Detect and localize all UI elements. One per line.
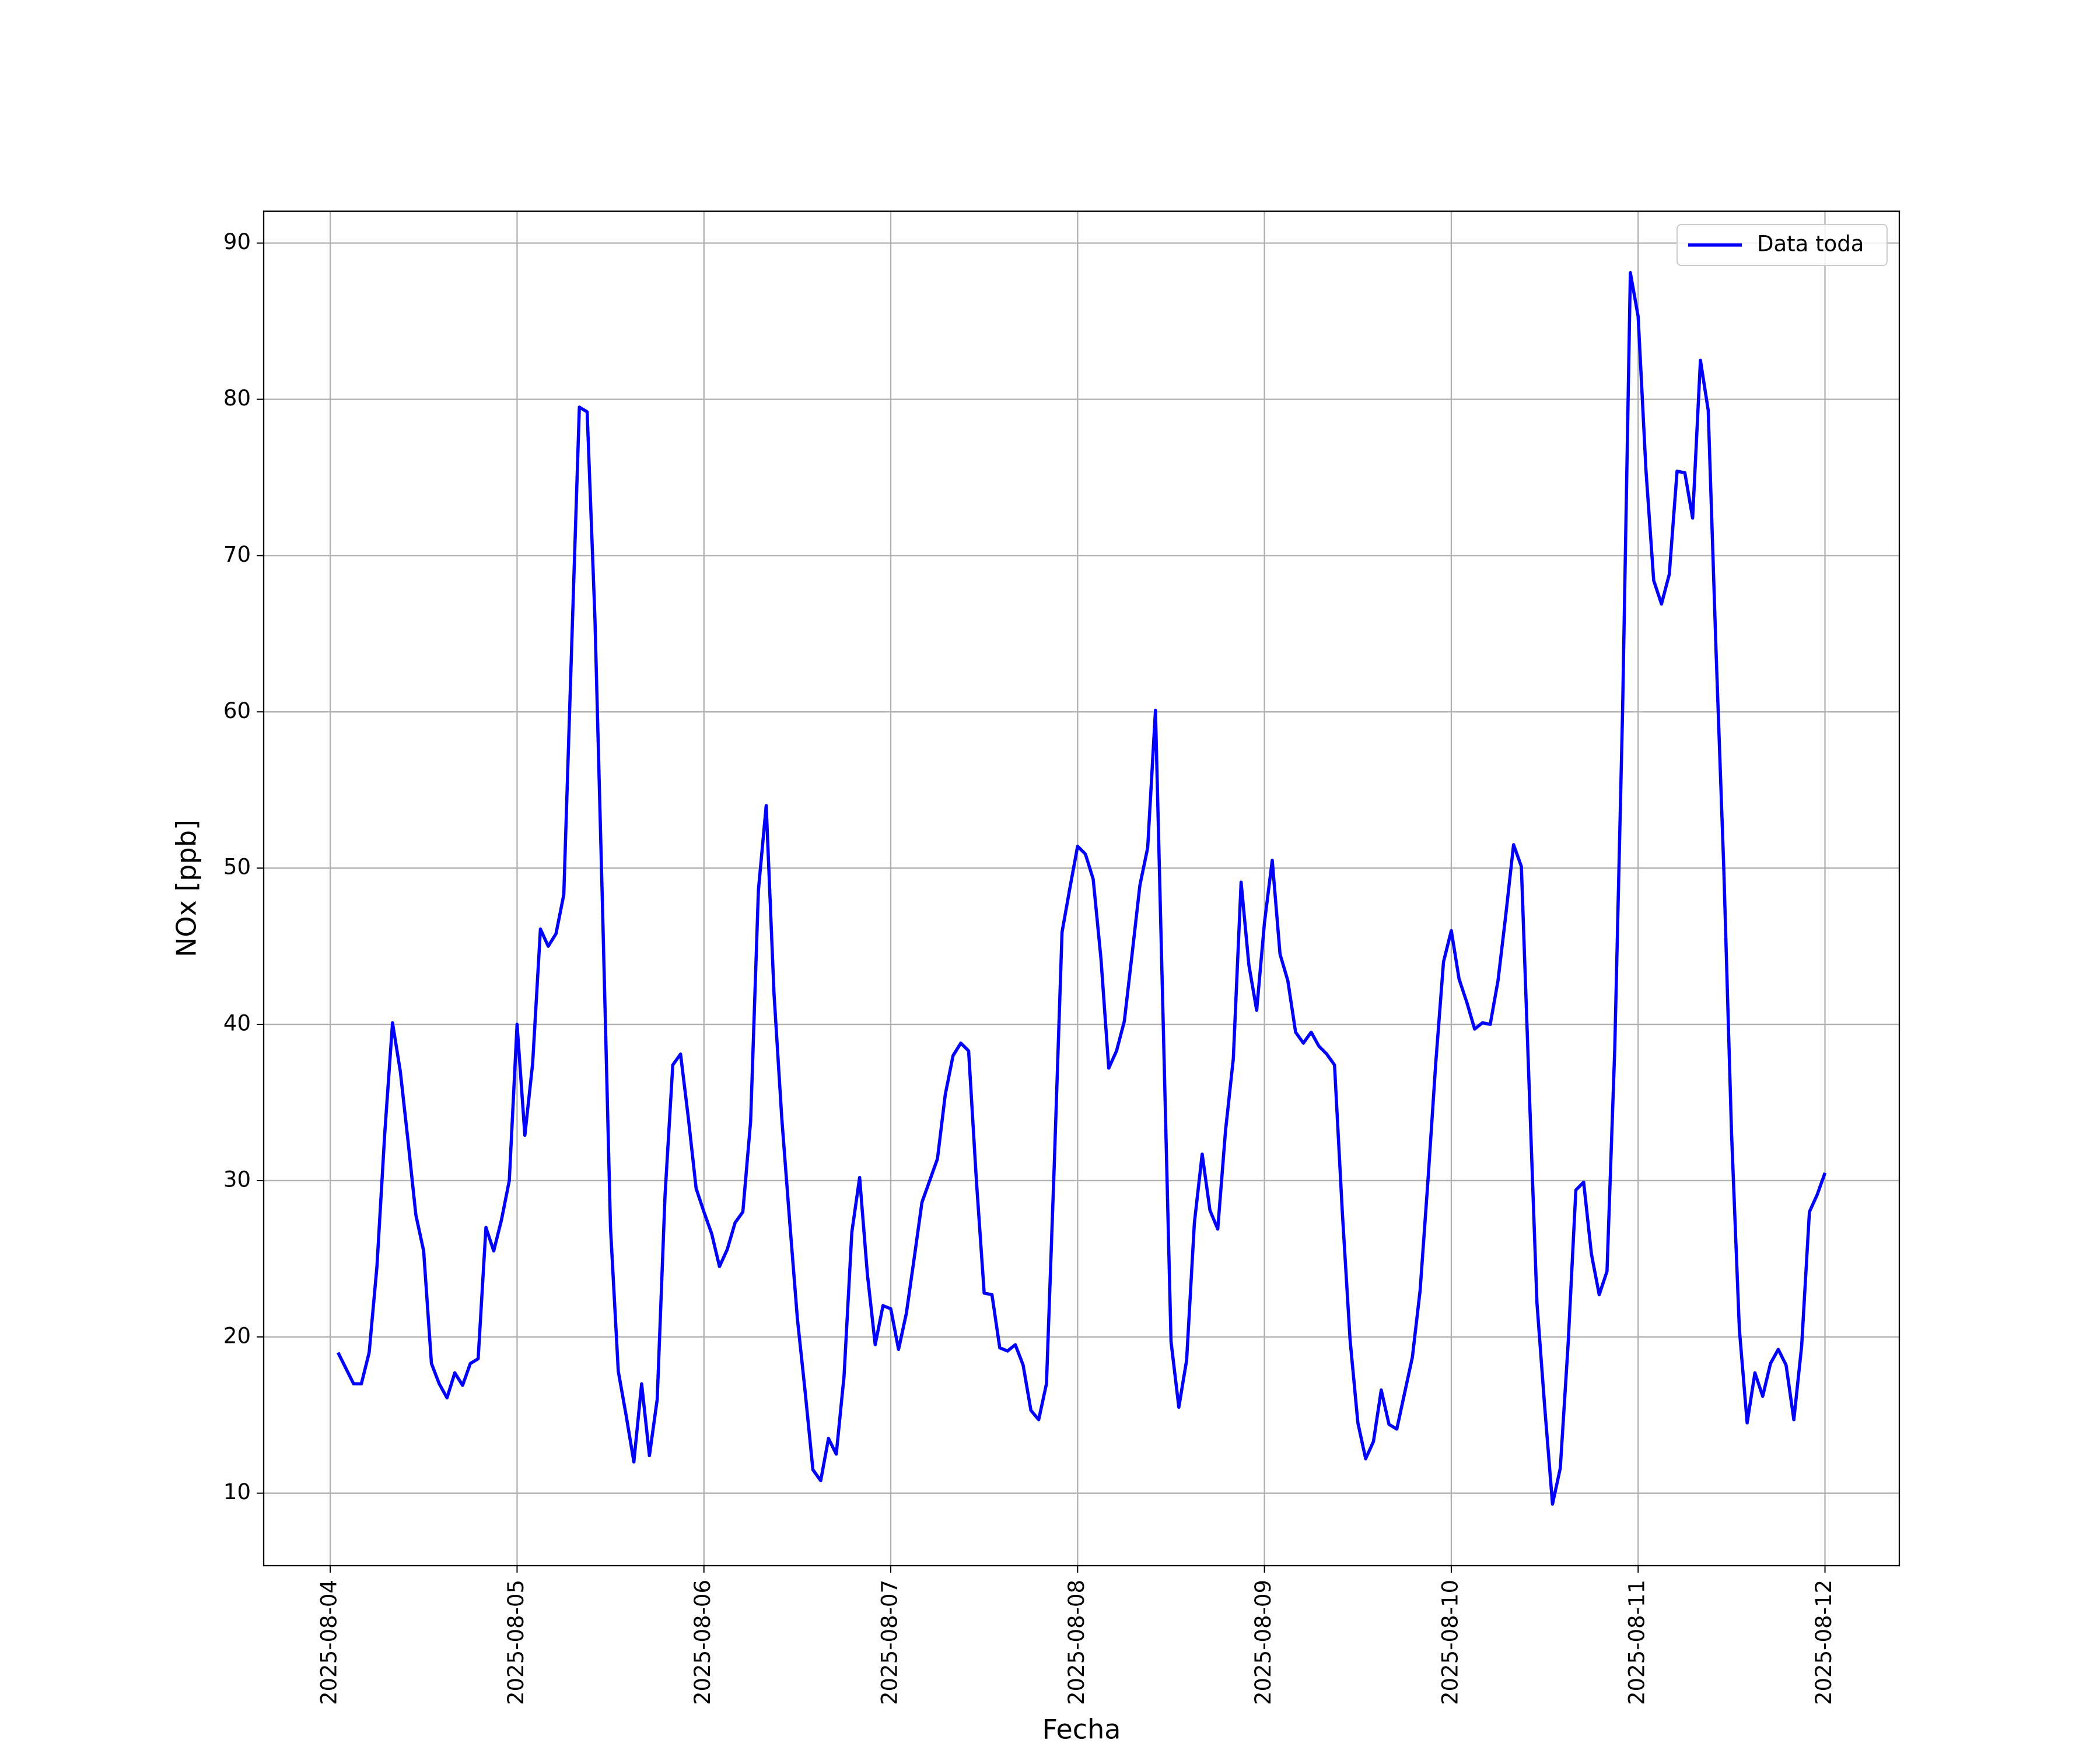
y-tick-label: 60 <box>223 698 251 723</box>
y-tick-label: 30 <box>223 1167 251 1192</box>
x-tick-label: 2025-08-12 <box>1811 1580 1836 1705</box>
x-tick-label: 2025-08-08 <box>1064 1580 1089 1705</box>
y-tick-label: 70 <box>223 542 251 567</box>
y-tick-label: 80 <box>223 386 251 411</box>
y-tick-label: 90 <box>223 229 251 254</box>
y-tick-label: 50 <box>223 855 251 880</box>
x-axis-label: Fecha <box>1042 1714 1121 1745</box>
y-tick-label: 10 <box>223 1479 251 1504</box>
y-tick-label: 40 <box>223 1011 251 1036</box>
legend-box <box>1676 224 1888 266</box>
x-tick-label: 2025-08-09 <box>1251 1580 1276 1705</box>
axes-frame <box>262 210 1901 1567</box>
data-line <box>336 271 1827 1506</box>
x-tick-label: 2025-08-10 <box>1437 1580 1462 1705</box>
legend-label: Data toda <box>1757 232 1864 257</box>
y-tick-label: 20 <box>223 1323 251 1348</box>
x-tick-label: 2025-08-11 <box>1625 1580 1650 1705</box>
y-axis-label: NOx [ppb] <box>171 820 202 957</box>
x-tick-label: 2025-08-05 <box>503 1580 528 1705</box>
x-tick-label: 2025-08-07 <box>877 1580 902 1705</box>
x-tick-label: 2025-08-06 <box>690 1580 715 1705</box>
x-tick-label: 2025-08-04 <box>317 1580 342 1705</box>
